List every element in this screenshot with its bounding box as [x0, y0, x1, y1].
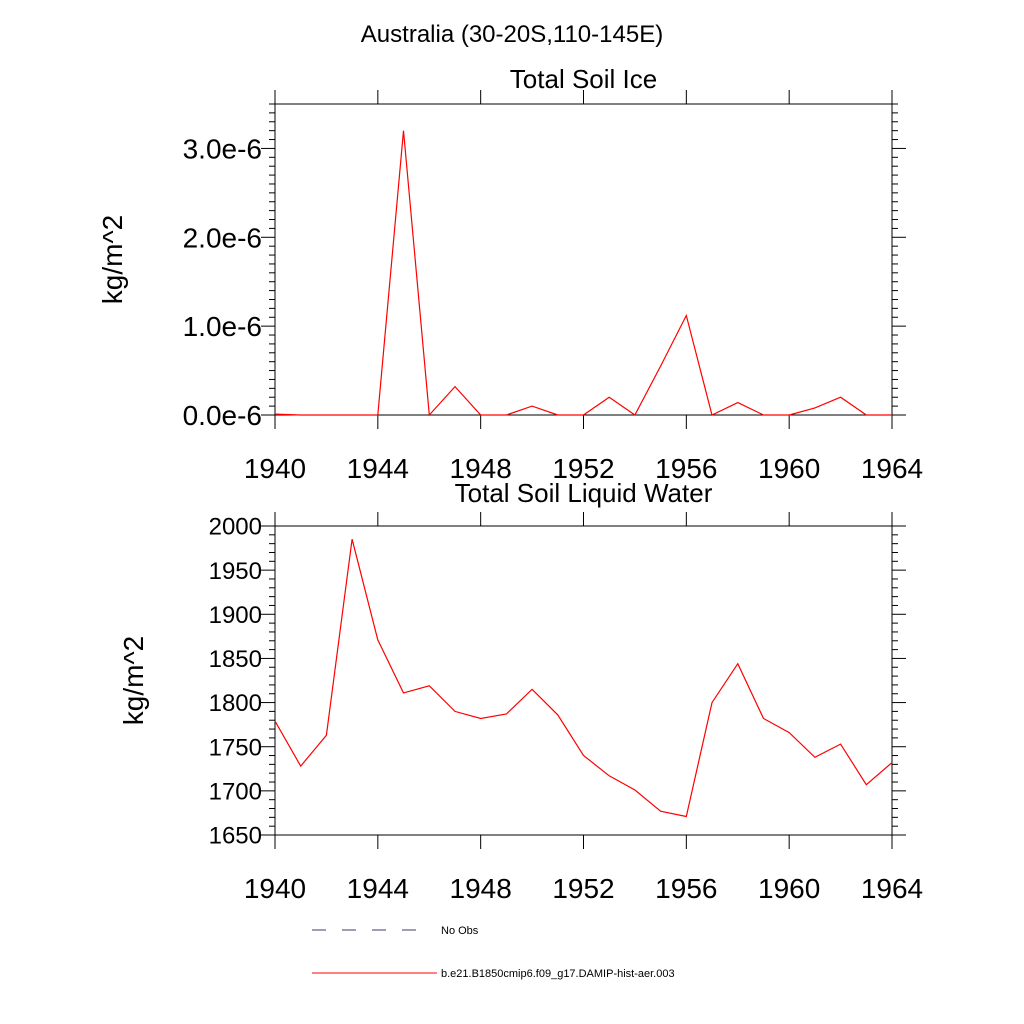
data-point	[531, 689, 532, 690]
x-tick-label: 1944	[347, 873, 409, 904]
data-point	[686, 816, 687, 817]
data-point	[840, 743, 841, 744]
data-point	[480, 414, 481, 415]
data-point	[711, 414, 712, 415]
data-point	[557, 714, 558, 715]
data-point	[300, 414, 301, 415]
legend-item-no-obs: No Obs	[312, 925, 479, 937]
series-line	[274, 130, 892, 417]
legend-label-model-run: b.e21.B1850cmip6.f09_g17.DAMIP-hist-aer.…	[441, 968, 675, 980]
legend: No Obs b.e21.B1850cmip6.f09_g17.DAMIP-hi…	[312, 925, 675, 980]
x-tick-label: 1940	[244, 873, 306, 904]
x-tick-label: 1952	[552, 873, 614, 904]
data-point	[763, 414, 764, 415]
y-tick-label: 1900	[209, 602, 262, 629]
series-line	[274, 539, 893, 818]
data-point	[891, 414, 892, 415]
data-point	[891, 762, 892, 763]
y-tick-label: 1950	[209, 558, 262, 585]
legend-item-model-run: b.e21.B1850cmip6.f09_g17.DAMIP-hist-aer.…	[312, 968, 675, 980]
data-point	[789, 732, 790, 733]
data-point	[609, 775, 610, 776]
data-point	[660, 811, 661, 812]
data-point	[429, 685, 430, 686]
y-tick-label: 1750	[209, 734, 262, 761]
data-point	[609, 397, 610, 398]
plot-frame	[274, 103, 893, 416]
x-tick-label: 1964	[861, 453, 923, 484]
data-point	[583, 755, 584, 756]
x-tick-label: 1948	[450, 453, 512, 484]
data-point	[429, 414, 430, 415]
y-tick-label: 1700	[209, 778, 262, 805]
y-tick-label: 1650	[209, 823, 262, 850]
data-point	[814, 407, 815, 408]
y-tick-label: 3.0e-6	[183, 134, 262, 165]
x-tick-label: 1960	[758, 873, 820, 904]
y-tick-label: 1800	[209, 690, 262, 717]
y-tick-label: 1850	[209, 646, 262, 673]
y-axis-label: kg/m^2	[118, 636, 149, 725]
data-point	[300, 766, 301, 767]
data-point	[506, 414, 507, 415]
data-point	[352, 539, 353, 540]
data-point	[454, 711, 455, 712]
data-point	[326, 414, 327, 415]
x-tick-label: 1960	[758, 453, 820, 484]
x-tick-label: 1948	[450, 873, 512, 904]
data-point	[686, 315, 687, 316]
plot-frame	[274, 525, 893, 836]
data-point	[866, 784, 867, 785]
data-point	[531, 406, 532, 407]
data-point	[274, 721, 275, 722]
data-point	[737, 402, 738, 403]
data-point	[377, 414, 378, 415]
data-point	[737, 663, 738, 664]
data-point	[403, 130, 404, 131]
chart-title: Total Soil Ice	[510, 64, 657, 94]
data-point	[326, 735, 327, 736]
x-tick-label: 1956	[655, 873, 717, 904]
data-point	[866, 414, 867, 415]
data-point	[583, 414, 584, 415]
data-point	[506, 713, 507, 714]
x-tick-label: 1952	[552, 453, 614, 484]
data-point	[660, 366, 661, 367]
data-point	[274, 414, 275, 415]
data-point	[480, 718, 481, 719]
data-point	[352, 414, 353, 415]
x-tick-label: 1944	[347, 453, 409, 484]
y-tick-label: 2000	[209, 514, 262, 541]
page-title: Australia (30-20S,110-145E)	[361, 21, 663, 48]
data-point	[789, 414, 790, 415]
data-point	[711, 702, 712, 703]
data-point	[814, 757, 815, 758]
y-tick-label: 2.0e-6	[183, 222, 262, 253]
data-point	[634, 789, 635, 790]
x-tick-label: 1940	[244, 453, 306, 484]
y-tick-label: 1.0e-6	[183, 311, 262, 342]
x-tick-label: 1956	[655, 453, 717, 484]
data-point	[403, 692, 404, 693]
soil-ice-chart: Total Soil Ice kg/m^2 1940 1944 1948 1952 1956…	[97, 64, 923, 484]
chart-title: Total Soil Liquid Water	[455, 478, 713, 508]
soil-liquid-water-chart: Total Soil Liquid Water kg/m^2 1940 1944 194…	[118, 478, 923, 904]
data-point	[840, 397, 841, 398]
y-tick-label: 0.0e-6	[183, 400, 262, 431]
x-tick-label: 1964	[861, 873, 923, 904]
data-point	[634, 414, 635, 415]
y-axis-label: kg/m^2	[97, 215, 128, 304]
data-point	[454, 386, 455, 387]
data-point	[377, 639, 378, 640]
legend-label-no-obs: No Obs	[441, 925, 479, 937]
data-point	[557, 414, 558, 415]
data-point	[763, 718, 764, 719]
